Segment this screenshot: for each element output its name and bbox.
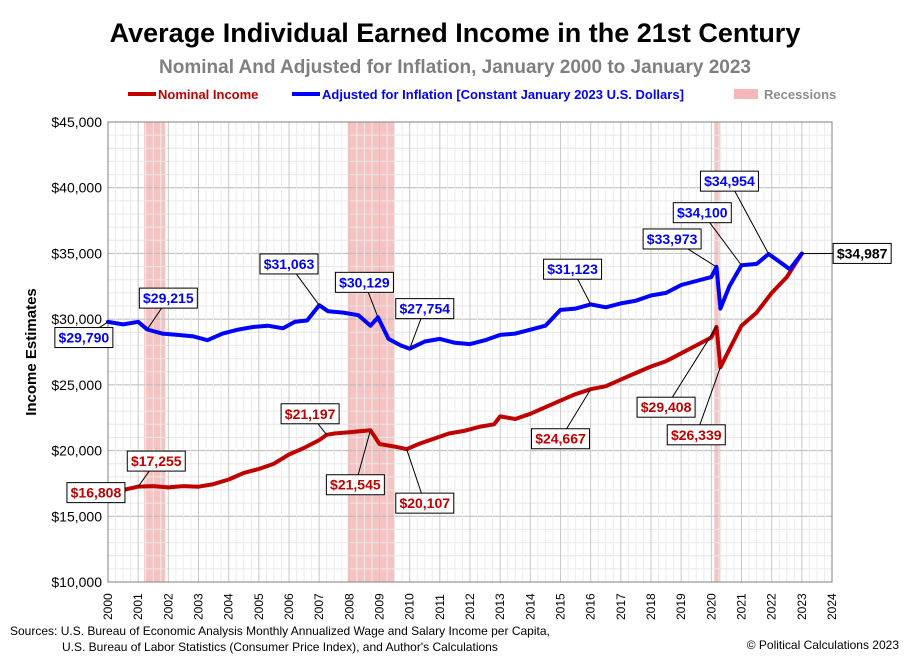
series-lines <box>106 251 804 495</box>
callout-box <box>126 450 186 472</box>
copyright: © Political Calculations 2023 <box>747 638 900 652</box>
chart-subtitle: Nominal And Adjusted for Inflation, Janu… <box>159 57 751 78</box>
legend-label: Recessions <box>764 87 836 102</box>
data-label: $24,667 <box>535 431 586 447</box>
x-tick-label: 2010 <box>403 593 417 620</box>
x-tick-label: 2024 <box>825 593 839 620</box>
x-tick-label: 2004 <box>222 593 236 620</box>
y-tick-label: $10,000 <box>51 574 102 590</box>
x-tick-label: 2011 <box>433 594 447 620</box>
data-label: $31,123 <box>547 261 598 277</box>
data-label: $29,790 <box>59 330 110 346</box>
y-tick-label: $45,000 <box>51 114 102 130</box>
x-tick-label: 2008 <box>342 593 356 620</box>
x-tick-label: 2000 <box>101 593 115 620</box>
data-label: $29,215 <box>143 290 194 306</box>
recession-band <box>347 122 395 582</box>
callout-box <box>138 287 198 309</box>
callout-box <box>395 298 455 320</box>
legend-label: Nominal Income <box>158 87 258 102</box>
x-tick-label: 2020 <box>704 593 718 620</box>
data-label: $17,255 <box>131 453 182 469</box>
data-label: $33,973 <box>647 231 698 247</box>
callout-box <box>54 327 114 349</box>
x-tick-label: 2012 <box>463 593 477 620</box>
callout-box <box>395 492 455 514</box>
callout-box <box>666 424 726 446</box>
y-tick-label: $20,000 <box>51 443 102 459</box>
x-tick-label: 2003 <box>192 593 206 620</box>
legend: Nominal Income Adjusted for Inflation [Co… <box>128 87 836 102</box>
x-tick-label: 2018 <box>644 593 658 620</box>
callout-box <box>280 403 340 425</box>
x-tick-label: 2016 <box>584 593 598 620</box>
callout-box <box>832 242 892 264</box>
data-label: $34,100 <box>677 205 728 221</box>
x-tick-label: 2005 <box>252 593 266 620</box>
x-tick-label: 2022 <box>765 593 779 620</box>
callout-leader <box>695 367 721 435</box>
y-tick-label: $40,000 <box>51 180 102 196</box>
data-label: $21,197 <box>285 406 336 422</box>
data-label: $27,754 <box>399 301 450 317</box>
x-tick-label: 2023 <box>795 593 809 620</box>
sources-line-1: Sources: U.S. Bureau of Economic Analysi… <box>10 624 550 638</box>
callout-box <box>66 482 126 504</box>
callout-box <box>259 253 319 275</box>
y-tick-label: $25,000 <box>51 377 102 393</box>
legend-label: Adjusted for Inflation [Constant January… <box>322 87 684 102</box>
y-tick-label: $30,000 <box>51 311 102 327</box>
x-tick-label: 2021 <box>735 593 749 620</box>
sources-line-2: U.S. Bureau of Labor Statistics (Consume… <box>62 640 498 654</box>
chart-title: Average Individual Earned Income in the … <box>110 18 801 48</box>
y-tick-label: $35,000 <box>51 245 102 261</box>
x-tick-label: 2017 <box>614 593 628 620</box>
recession-band <box>144 122 166 582</box>
data-label: $29,408 <box>641 399 692 415</box>
callout-box <box>325 474 385 496</box>
data-label: $26,339 <box>671 427 722 443</box>
data-label: $21,545 <box>330 477 381 493</box>
data-label: $34,987 <box>837 245 888 261</box>
callout-leader <box>728 180 770 255</box>
legend-swatch <box>734 89 758 99</box>
callout-box <box>636 396 696 418</box>
x-axis: 2000 2001 2002 2003 2004 2005 2006 2007 2008 2009… <box>101 593 839 620</box>
callout-box <box>334 271 394 293</box>
callout-box <box>642 228 702 250</box>
x-tick-label: 2002 <box>161 593 175 620</box>
x-tick-label: 2007 <box>312 593 326 620</box>
plot-frame <box>107 121 833 583</box>
x-tick-label: 2013 <box>493 593 507 620</box>
data-labels: $16,808 $17,255 $21,197 $21,545 $20,107 $24,6… <box>54 170 892 514</box>
x-tick-label: 2006 <box>282 593 296 620</box>
callout-box <box>531 428 590 450</box>
nominal-income-line <box>106 251 804 495</box>
data-label: $16,808 <box>71 485 122 501</box>
data-label: $31,063 <box>264 256 315 272</box>
y-axis-label: Income Estimates <box>23 288 40 416</box>
x-tick-label: 2009 <box>373 593 387 620</box>
x-tick-label: 2014 <box>523 593 537 620</box>
callout-box <box>672 202 732 224</box>
data-label: $20,107 <box>399 495 450 511</box>
inflation-adjusted-line <box>106 251 804 351</box>
x-tick-label: 2015 <box>554 593 568 620</box>
data-label: $34,954 <box>704 173 755 189</box>
data-label: $30,129 <box>339 274 390 290</box>
y-tick-label: $15,000 <box>51 508 102 524</box>
x-tick-label: 2001 <box>131 593 145 620</box>
y-axis: $10,000 $15,000 $20,000 $25,000 $30,000 $35,0… <box>51 114 102 590</box>
x-tick-label: 2019 <box>674 593 688 620</box>
callout-box <box>699 170 759 192</box>
callout-leader <box>665 326 717 408</box>
callout-box <box>543 258 603 280</box>
